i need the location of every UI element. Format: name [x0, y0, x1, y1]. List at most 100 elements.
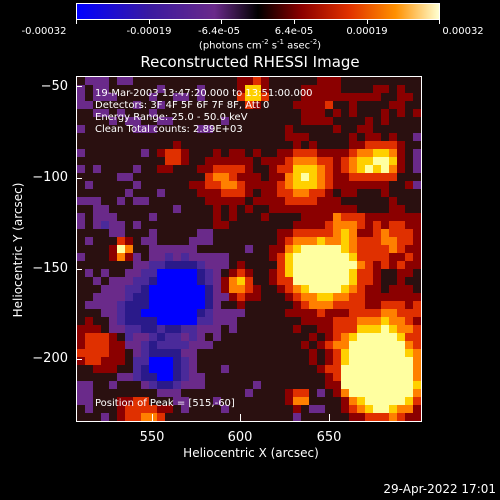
image-pixel — [133, 301, 142, 310]
image-pixel — [413, 245, 421, 254]
image-pixel — [117, 261, 126, 270]
image-pixel — [357, 253, 366, 262]
image-pixel — [117, 93, 126, 102]
image-pixel — [317, 205, 326, 214]
image-pixel — [277, 365, 286, 374]
image-pixel — [301, 133, 310, 142]
image-pixel — [77, 253, 86, 262]
image-pixel — [189, 237, 198, 246]
image-pixel — [389, 149, 398, 158]
image-pixel — [77, 133, 86, 142]
image-pixel — [245, 381, 254, 390]
image-pixel — [245, 173, 254, 182]
image-pixel — [109, 85, 118, 94]
image-pixel — [381, 333, 390, 342]
image-pixel — [189, 245, 198, 254]
image-pixel — [349, 245, 358, 254]
image-pixel — [237, 237, 246, 246]
image-pixel — [349, 221, 358, 230]
image-pixel — [397, 133, 406, 142]
image-pixel — [413, 85, 421, 94]
image-pixel — [197, 293, 206, 302]
image-pixel — [341, 373, 350, 382]
image-pixel — [101, 413, 110, 421]
image-pixel — [317, 189, 326, 198]
image-pixel — [101, 125, 110, 134]
info-time: 19-Mar-2003 13:47:20.000 to 13:51:00.000 — [95, 88, 313, 99]
image-pixel — [357, 365, 366, 374]
image-pixel — [221, 333, 230, 342]
image-pixel — [269, 317, 278, 326]
image-pixel — [205, 253, 214, 262]
image-pixel — [197, 93, 206, 102]
image-pixel — [381, 93, 390, 102]
image-pixel — [261, 397, 270, 406]
image-pixel — [309, 189, 318, 198]
image-pixel — [277, 109, 286, 118]
image-pixel — [341, 221, 350, 230]
image-pixel — [397, 309, 406, 318]
image-pixel — [373, 101, 382, 110]
image-pixel — [173, 261, 182, 270]
image-pixel — [293, 253, 302, 262]
image-pixel — [125, 309, 134, 318]
image-pixel — [269, 405, 278, 414]
image-pixel — [333, 173, 342, 182]
image-pixel — [405, 365, 414, 374]
image-pixel — [173, 101, 182, 110]
image-pixel — [269, 125, 278, 134]
image-pixel — [357, 197, 366, 206]
image-pixel — [245, 357, 254, 366]
image-pixel — [157, 325, 166, 334]
image-pixel — [389, 413, 398, 421]
image-pixel — [293, 149, 302, 158]
image-pixel — [165, 221, 174, 230]
image-pixel — [149, 133, 158, 142]
image-pixel — [213, 341, 222, 350]
image-pixel — [341, 109, 350, 118]
image-pixel — [165, 405, 174, 414]
image-pixel — [133, 397, 142, 406]
image-pixel — [373, 213, 382, 222]
image-pixel — [165, 365, 174, 374]
image-pixel — [141, 221, 150, 230]
image-pixel — [245, 325, 254, 334]
image-pixel — [141, 93, 150, 102]
image-pixel — [101, 317, 110, 326]
colorbar-tickmark — [294, 20, 295, 24]
image-pixel — [237, 101, 246, 110]
image-pixel — [85, 373, 94, 382]
image-pixel — [413, 237, 421, 246]
y-tickmark — [76, 359, 82, 360]
image-pixel — [93, 77, 102, 86]
image-pixel — [381, 245, 390, 254]
image-pixel — [197, 165, 206, 174]
image-pixel — [365, 349, 374, 358]
image-pixel — [317, 309, 326, 318]
image-pixel — [149, 261, 158, 270]
image-pixel — [405, 85, 414, 94]
image-pixel — [309, 413, 318, 421]
image-pixel — [189, 301, 198, 310]
image-pixel — [117, 213, 126, 222]
image-pixel — [125, 141, 134, 150]
image-pixel — [253, 205, 262, 214]
image-pixel — [245, 109, 254, 118]
image-pixel — [229, 181, 238, 190]
image-pixel — [301, 205, 310, 214]
image-plot — [76, 76, 422, 422]
image-pixel — [109, 397, 118, 406]
image-pixel — [157, 317, 166, 326]
image-pixel — [309, 213, 318, 222]
image-pixel — [325, 309, 334, 318]
image-pixel — [165, 101, 174, 110]
image-pixel — [189, 181, 198, 190]
image-pixel — [189, 269, 198, 278]
image-pixel — [149, 221, 158, 230]
image-pixel — [381, 77, 390, 86]
image-pixel — [125, 285, 134, 294]
image-pixel — [245, 373, 254, 382]
image-pixel — [381, 221, 390, 230]
image-pixel — [205, 261, 214, 270]
image-pixel — [269, 173, 278, 182]
